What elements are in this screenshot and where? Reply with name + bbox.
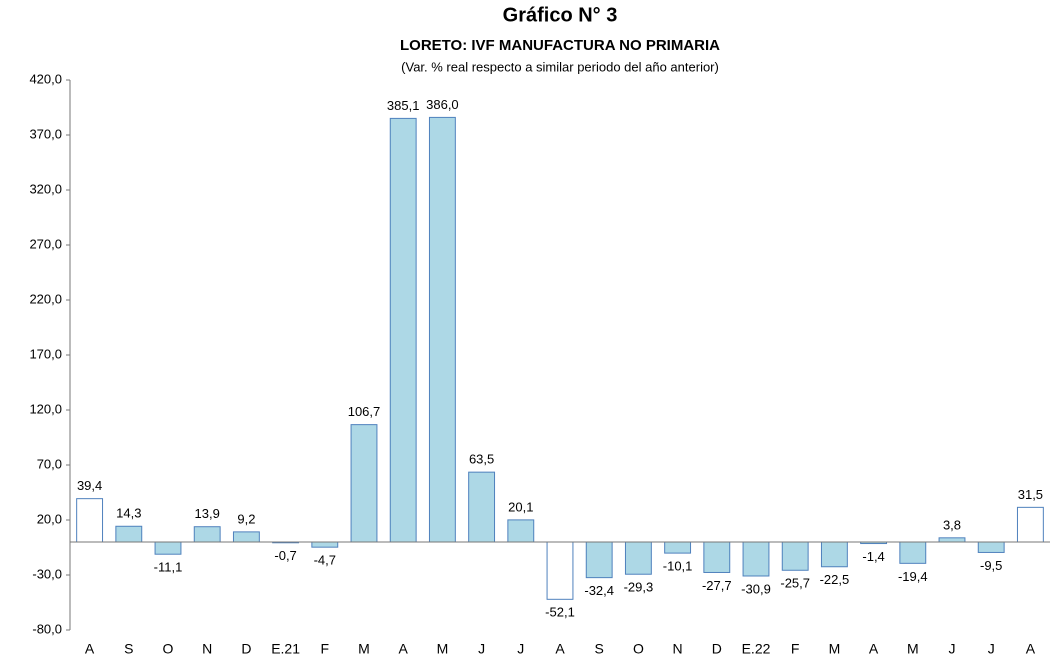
x-tick-label: E.22 [742,641,771,657]
bar [585,541,613,579]
chart-subtitle: LORETO: IVF MANUFACTURA NO PRIMARIA [400,37,720,54]
value-label: 3,8 [943,517,961,532]
value-label: 106,7 [348,404,381,419]
value-label: 386,0 [426,97,459,112]
value-label: -29,3 [624,580,654,595]
x-tick-label: M [829,641,841,657]
chart-note: (Var. % real respecto a similar periodo … [401,59,719,74]
bar [938,537,966,543]
x-tick-label: M [907,641,919,657]
value-label: -0,7 [274,548,296,563]
x-tick-label: A [1026,641,1036,657]
value-label: -4,7 [314,553,336,568]
bar [703,541,731,573]
x-tick-label: E.21 [271,641,300,657]
x-tick-label: N [673,641,683,657]
x-tick-label: F [791,641,800,657]
x-tick-label: A [85,641,95,657]
bar [154,541,182,555]
x-tick-label: O [163,641,174,657]
bar [624,541,652,575]
value-label: -25,7 [780,576,810,591]
bar [428,116,456,543]
value-label: 39,4 [77,478,102,493]
value-label: -32,4 [584,583,614,598]
bar [311,541,339,548]
y-tick-label: 420,0 [29,71,62,86]
y-tick-label: -30,0 [32,566,62,581]
y-tick-label: 370,0 [29,126,62,141]
value-label: 385,1 [387,98,420,113]
value-label: -22,5 [820,572,850,587]
value-label: 9,2 [237,511,255,526]
y-tick-label: -80,0 [32,621,62,636]
value-label: 63,5 [469,452,494,467]
bar [899,541,927,564]
value-label: -1,4 [862,549,884,564]
bar [389,117,417,543]
y-tick-label: 220,0 [29,291,62,306]
chart-title: Gráfico N° 3 [503,4,618,26]
bar [546,541,574,600]
bar [781,541,809,571]
y-tick-label: 320,0 [29,181,62,196]
x-tick-label: D [712,641,722,657]
bar [232,531,260,543]
bar [664,541,692,554]
y-tick-label: 170,0 [29,346,62,361]
x-tick-label: J [517,641,524,657]
value-label: 13,9 [195,506,220,521]
value-label: 31,5 [1018,487,1043,502]
x-tick-label: O [633,641,644,657]
x-tick-label: A [869,641,879,657]
value-label: -11,1 [154,560,183,575]
value-label: 14,3 [116,506,141,521]
bar [820,541,848,568]
value-label: -19,4 [898,569,928,584]
x-tick-label: J [949,641,956,657]
x-tick-label: J [478,641,485,657]
x-tick-label: A [555,641,565,657]
bar [507,519,535,543]
bar [76,498,104,543]
y-tick-label: 70,0 [37,456,62,471]
bar [742,541,770,577]
value-label: 20,1 [508,499,533,514]
value-label: -30,9 [741,581,771,596]
bar [1016,506,1044,543]
value-label: -10,1 [663,559,693,574]
bar [977,541,1005,553]
x-tick-label: A [399,641,409,657]
value-label: -9,5 [980,558,1002,573]
bar [115,525,143,543]
y-tick-label: 20,0 [37,511,62,526]
x-tick-label: J [988,641,995,657]
x-tick-label: M [358,641,370,657]
y-tick-label: 120,0 [29,401,62,416]
bar [350,424,378,543]
bar [193,526,221,543]
y-tick-label: 270,0 [29,236,62,251]
bar [468,471,496,543]
x-tick-label: S [124,641,133,657]
x-tick-label: N [202,641,212,657]
x-tick-label: D [241,641,251,657]
value-label: -27,7 [702,578,732,593]
x-tick-label: F [321,641,330,657]
value-label: -52,1 [545,605,575,620]
x-tick-label: M [437,641,449,657]
x-tick-label: S [595,641,604,657]
